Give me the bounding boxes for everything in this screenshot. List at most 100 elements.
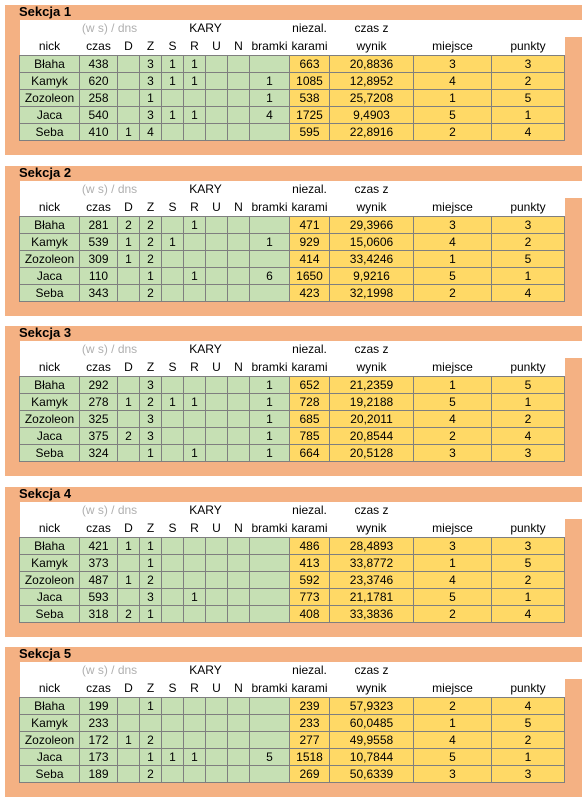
cell-z: 2 bbox=[139, 284, 162, 302]
header-row-top: (w s) / dns KARY niezal. czas z bbox=[19, 341, 584, 358]
cell-miejsce: 2 bbox=[413, 123, 492, 141]
section-title: Sekcja 4 bbox=[19, 486, 72, 501]
cell-d bbox=[117, 444, 140, 462]
cell-punkty: 1 bbox=[491, 588, 565, 606]
header-punkty: punkty bbox=[491, 679, 565, 698]
cell-czas: 620 bbox=[79, 72, 118, 90]
cell-punkty: 4 bbox=[491, 427, 565, 445]
cell-u bbox=[205, 267, 228, 285]
header-nick: nick bbox=[19, 198, 80, 217]
header-empty bbox=[413, 502, 492, 519]
section-title: Sekcja 5 bbox=[19, 646, 72, 661]
table-row: Zozoleon 487 1 2 592 23,3746 4 2 bbox=[19, 571, 584, 589]
cell-u bbox=[205, 410, 228, 428]
cell-u bbox=[205, 697, 228, 715]
cell-wynik: 33,8772 bbox=[329, 554, 414, 572]
header-n: N bbox=[227, 37, 250, 56]
table-row: Zozoleon 172 1 2 277 49,9558 4 2 bbox=[19, 731, 584, 749]
cell-n bbox=[227, 55, 250, 73]
cell-d: 2 bbox=[117, 216, 140, 234]
cell-n bbox=[227, 233, 250, 251]
cell-wynik: 23,3746 bbox=[329, 571, 414, 589]
cell-z: 3 bbox=[139, 427, 162, 445]
header-empty bbox=[491, 662, 565, 679]
header-empty bbox=[564, 341, 584, 358]
cell-wynik: 20,8544 bbox=[329, 427, 414, 445]
cell-u bbox=[205, 554, 228, 572]
cell-miejsce: 3 bbox=[413, 216, 492, 234]
cell-r: 1 bbox=[183, 216, 206, 234]
cell-s bbox=[161, 605, 184, 623]
cell-miejsce: 4 bbox=[413, 731, 492, 749]
cell-czas: 199 bbox=[79, 697, 118, 715]
cell-r: 1 bbox=[183, 588, 206, 606]
cell-czas: 173 bbox=[79, 748, 118, 766]
cell-punkty: 5 bbox=[491, 554, 565, 572]
cell-niezal bbox=[249, 731, 290, 749]
header-sub-label: (w s) / dns bbox=[79, 502, 140, 519]
section-title: Sekcja 1 bbox=[19, 4, 72, 19]
header-n: N bbox=[227, 358, 250, 377]
cell-niezal bbox=[249, 605, 290, 623]
header-wynik: wynik bbox=[329, 679, 414, 698]
header-empty bbox=[249, 341, 290, 358]
cell-czas: 324 bbox=[79, 444, 118, 462]
results-table: (w s) / dns KARY niezal. czas z nick czas D Z S R… bbox=[19, 181, 584, 302]
cell-n bbox=[227, 588, 250, 606]
header-wynik: wynik bbox=[329, 358, 414, 377]
cell-punkty: 5 bbox=[491, 714, 565, 732]
cell-z: 1 bbox=[139, 444, 162, 462]
cell-d: 1 bbox=[117, 731, 140, 749]
table-row: Kamyk 373 1 413 33,8772 1 5 bbox=[19, 554, 584, 572]
cell-wynik: 25,7208 bbox=[329, 89, 414, 107]
cell-niezal bbox=[249, 554, 290, 572]
cell-miejsce: 4 bbox=[413, 72, 492, 90]
cell-czas: 233 bbox=[79, 714, 118, 732]
cell-wynik: 10,7844 bbox=[329, 748, 414, 766]
cell-wynik: 49,9558 bbox=[329, 731, 414, 749]
cell-niezal: 1 bbox=[249, 444, 290, 462]
cell-czas: 593 bbox=[79, 588, 118, 606]
cell-miejsce: 1 bbox=[413, 376, 492, 394]
table-row: Jaca 540 3 1 1 4 1725 9,4903 5 1 bbox=[19, 106, 584, 124]
header-d: D bbox=[117, 358, 140, 377]
cell-s bbox=[161, 376, 184, 394]
header-empty bbox=[161, 341, 184, 358]
cell-czas: 540 bbox=[79, 106, 118, 124]
cell-czas-z-karami: 239 bbox=[289, 697, 330, 715]
cell-z: 1 bbox=[139, 697, 162, 715]
header-empty bbox=[249, 20, 290, 37]
cell-d bbox=[117, 714, 140, 732]
cell-nick: Seba bbox=[19, 284, 80, 302]
cell-czas-z-karami: 471 bbox=[289, 216, 330, 234]
section-panel: Sekcja 2 (w s) / dns KARY niezal. czas z nick… bbox=[5, 165, 584, 316]
cell-czas-z-karami: 728 bbox=[289, 393, 330, 411]
cell-niezal bbox=[249, 284, 290, 302]
cell-nick: Kamyk bbox=[19, 233, 80, 251]
cell-d bbox=[117, 554, 140, 572]
cell-d bbox=[117, 697, 140, 715]
cell-n bbox=[227, 444, 250, 462]
header-niezal: bramki bbox=[249, 37, 290, 56]
cell-n bbox=[227, 267, 250, 285]
cell-d bbox=[117, 748, 140, 766]
header-empty bbox=[227, 502, 250, 519]
header-z: Z bbox=[139, 198, 162, 217]
cell-n bbox=[227, 427, 250, 445]
header-nick: nick bbox=[19, 519, 80, 538]
cell-n bbox=[227, 284, 250, 302]
cell-u bbox=[205, 216, 228, 234]
cell-d bbox=[117, 55, 140, 73]
header-niezal: niezal. bbox=[289, 502, 330, 519]
header-empty bbox=[564, 20, 584, 37]
cell-czas-z-karami: 414 bbox=[289, 250, 330, 268]
cell-n bbox=[227, 123, 250, 141]
table-row: Kamyk 233 233 60,0485 1 5 bbox=[19, 714, 584, 732]
cell-niezal: 1 bbox=[249, 233, 290, 251]
cell-miejsce: 4 bbox=[413, 233, 492, 251]
header-empty bbox=[249, 502, 290, 519]
header-kary: KARY bbox=[183, 181, 228, 198]
cell-czas-z-karami: 233 bbox=[289, 714, 330, 732]
